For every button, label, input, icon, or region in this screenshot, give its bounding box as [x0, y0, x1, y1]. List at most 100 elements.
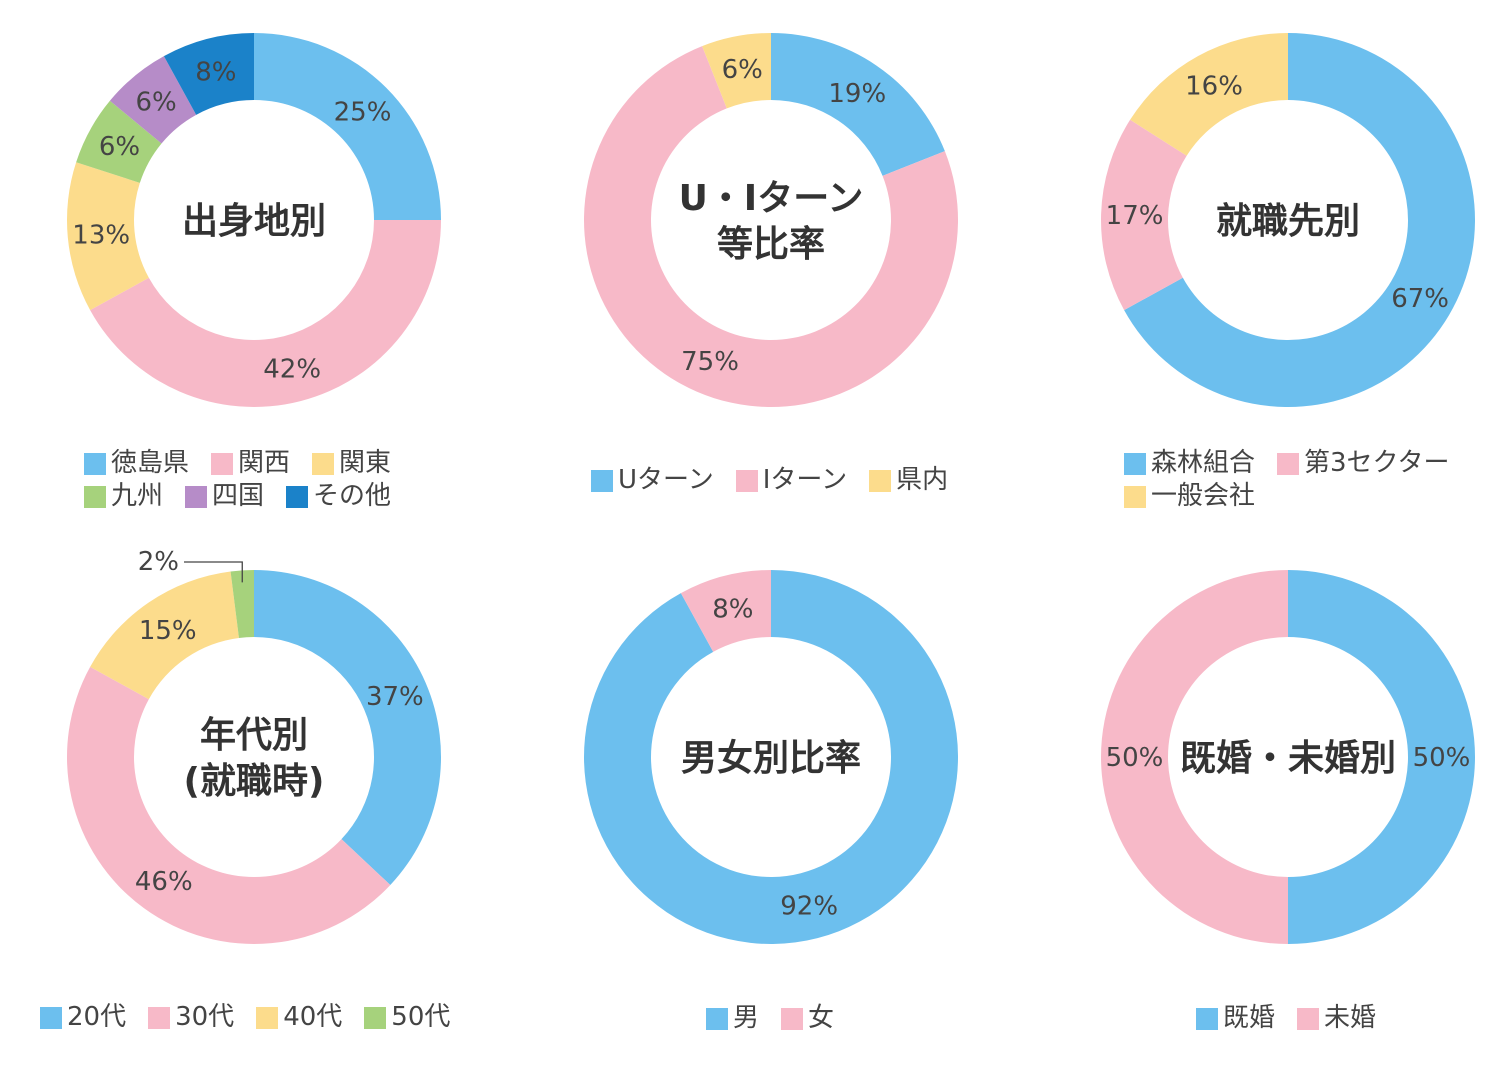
- slice-未婚: [1101, 570, 1288, 944]
- legend-item: 20代: [40, 1001, 126, 1034]
- legend-label: 九州: [111, 481, 164, 511]
- slice-20代: [254, 570, 442, 886]
- legend-label: 県内: [896, 465, 949, 495]
- slice-既婚: [1288, 570, 1475, 944]
- legend-item: 森林組合: [1124, 447, 1255, 480]
- legend-item: その他: [286, 480, 391, 513]
- chart-title: 年代別: [200, 715, 308, 756]
- legend-swatch: [1124, 485, 1146, 508]
- slice-関西: [90, 220, 442, 407]
- data-label: 46%: [135, 867, 193, 897]
- leader-line: [184, 561, 243, 583]
- data-label: 67%: [1391, 284, 1449, 314]
- data-label: 13%: [72, 220, 130, 250]
- legend-swatch: [1124, 452, 1146, 475]
- legend-label: 森林組合: [1151, 448, 1256, 478]
- legend-swatch: [735, 469, 758, 492]
- legend-swatch: [211, 452, 234, 475]
- data-label: 8%: [712, 594, 753, 624]
- legend-label: 50代: [391, 1002, 451, 1032]
- legend-marital: 既婚 未婚: [1196, 1002, 1456, 1035]
- data-label: 42%: [263, 355, 321, 385]
- data-label: 6%: [136, 88, 177, 118]
- legend-swatch: [148, 1006, 171, 1029]
- legend-label: Uターン: [618, 465, 714, 495]
- data-label: 50%: [1106, 743, 1164, 773]
- slice-女: [680, 570, 771, 652]
- data-label: 37%: [366, 682, 424, 712]
- legend-swatch: [591, 469, 613, 492]
- slice-Iターン: [584, 46, 959, 407]
- slice-県内: [702, 33, 771, 109]
- donut-chart-0: 25% 42% 13% 6% 6% 8% 出身地別: [67, 33, 442, 407]
- legend-label: 一般会社: [1151, 481, 1256, 511]
- data-label: 92%: [780, 892, 838, 922]
- slice-その他: [163, 33, 254, 115]
- legend-label: 関東: [339, 448, 392, 478]
- legend-swatch: [364, 1006, 387, 1029]
- donut-chart-3: 37% 46% 15% 2% 年代別 (就職時): [67, 547, 442, 944]
- legend-label: 関西: [238, 448, 291, 478]
- legend-gender: 男女: [706, 1002, 906, 1035]
- slice-一般会社: [1130, 32, 1288, 156]
- legend-swatch: [781, 1007, 804, 1030]
- legend-swatch: [312, 452, 335, 475]
- chart-title: 出身地別: [182, 201, 326, 242]
- slice-男: [584, 570, 959, 944]
- legend-item: 関東: [312, 447, 391, 480]
- slice-Uターン: [771, 33, 945, 176]
- legend-label: 40代: [283, 1002, 343, 1032]
- legend-swatch: [40, 1006, 62, 1029]
- legend-item: 未婚: [1297, 1002, 1376, 1035]
- slice-関東: [67, 162, 149, 311]
- legend-swatch: [256, 1006, 279, 1029]
- legend-swatch: [84, 485, 106, 508]
- legend-label: Iターン: [762, 465, 848, 495]
- slice-徳島県: [254, 33, 441, 220]
- legend-label: 女: [808, 1003, 835, 1033]
- legend-item: 既婚: [1196, 1002, 1275, 1035]
- legend-swatch: [185, 485, 208, 508]
- legend-label: 徳島県: [111, 448, 190, 478]
- chart-title: (就職時): [184, 761, 325, 802]
- legend-item: 第3セクター: [1277, 447, 1450, 480]
- legend-item: 女: [781, 1002, 834, 1035]
- slice-森林組合: [1124, 33, 1475, 407]
- donut-chart-2: 67% 17% 16% 就職先別: [1101, 32, 1475, 407]
- legend-label: 男: [733, 1003, 760, 1033]
- legend-swatch: [869, 469, 892, 492]
- legend-origin: 徳島県 関西 関東 九州 四国 その他: [84, 447, 444, 513]
- chart-title: 既婚・未婚別: [1180, 738, 1396, 779]
- legend-item: 一般会社: [1124, 480, 1255, 513]
- data-label: 75%: [681, 347, 739, 377]
- data-label: 8%: [195, 57, 236, 87]
- data-label: 2%: [138, 547, 179, 577]
- legend-uiturn: Uターン Iターン 県内: [591, 464, 991, 497]
- legend-swatch: [84, 452, 106, 475]
- donut-chart-5: 50% 50% 既婚・未婚別: [1101, 570, 1475, 944]
- legend-label: その他: [313, 481, 392, 511]
- legend-swatch: [1196, 1007, 1218, 1030]
- chart-title: 就職先別: [1216, 201, 1360, 242]
- donut-chart-4: 92% 8% 男女別比率: [584, 570, 959, 944]
- legend-item: 県内: [869, 464, 948, 497]
- data-label: 19%: [828, 79, 886, 109]
- legend-swatch: [706, 1007, 728, 1030]
- data-label: 17%: [1106, 201, 1164, 231]
- data-label: 6%: [722, 55, 763, 85]
- legend-swatch: [286, 485, 309, 508]
- slice-50代: [230, 570, 254, 638]
- chart-title: 男女別比率: [681, 738, 861, 779]
- data-label: 16%: [1185, 71, 1243, 101]
- slice-30代: [67, 666, 391, 944]
- legend-item: 徳島県: [84, 447, 189, 480]
- chart-title: 等比率: [717, 224, 825, 265]
- chart-title: U・Iターン: [679, 178, 864, 219]
- data-label: 6%: [99, 132, 140, 162]
- legend-label: 30代: [175, 1002, 235, 1032]
- legend-employer: 森林組合 第3セクター 一般会社: [1124, 447, 1474, 513]
- data-label: 15%: [139, 616, 197, 646]
- legend-item: 50代: [364, 1001, 450, 1034]
- data-label: 50%: [1413, 743, 1471, 773]
